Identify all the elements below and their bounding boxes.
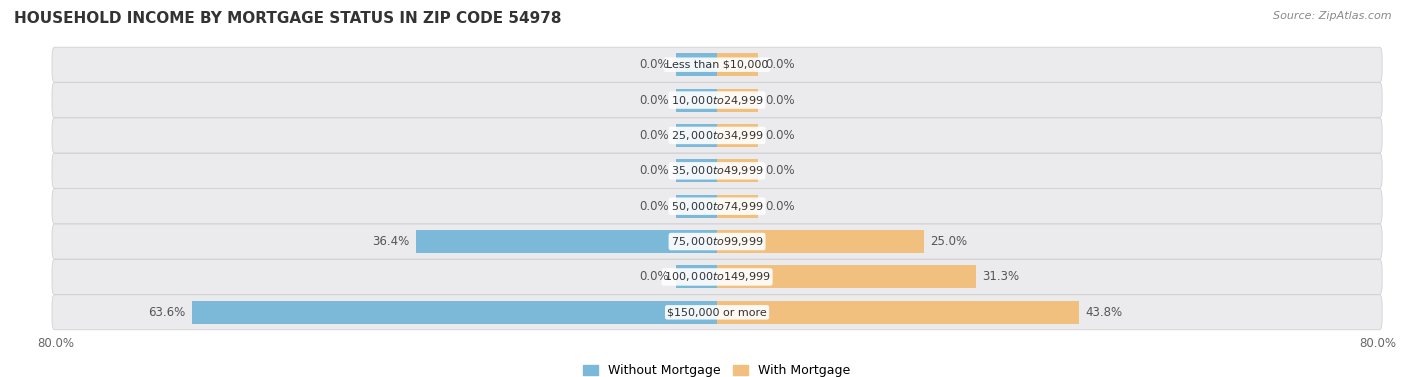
Bar xyxy=(191,301,717,324)
Bar xyxy=(676,159,717,182)
Text: 0.0%: 0.0% xyxy=(640,164,669,177)
Text: 0.0%: 0.0% xyxy=(640,93,669,107)
Text: 0.0%: 0.0% xyxy=(765,164,794,177)
Text: $25,000 to $34,999: $25,000 to $34,999 xyxy=(671,129,763,142)
Text: 0.0%: 0.0% xyxy=(640,200,669,213)
Text: 0.0%: 0.0% xyxy=(640,270,669,284)
FancyBboxPatch shape xyxy=(52,153,1382,188)
Text: 0.0%: 0.0% xyxy=(765,200,794,213)
Text: 31.3%: 31.3% xyxy=(983,270,1019,284)
FancyBboxPatch shape xyxy=(52,295,1382,330)
Bar xyxy=(676,195,717,218)
Text: 0.0%: 0.0% xyxy=(765,93,794,107)
Text: Less than $10,000: Less than $10,000 xyxy=(666,60,768,70)
Bar xyxy=(717,301,1078,324)
Text: $75,000 to $99,999: $75,000 to $99,999 xyxy=(671,235,763,248)
Bar xyxy=(717,89,758,112)
FancyBboxPatch shape xyxy=(52,224,1382,259)
Text: $150,000 or more: $150,000 or more xyxy=(668,307,766,317)
Bar xyxy=(416,230,717,253)
Text: $50,000 to $74,999: $50,000 to $74,999 xyxy=(671,200,763,213)
Text: 0.0%: 0.0% xyxy=(765,58,794,71)
Text: 36.4%: 36.4% xyxy=(373,235,409,248)
Bar xyxy=(717,124,758,147)
Text: 43.8%: 43.8% xyxy=(1085,306,1122,319)
FancyBboxPatch shape xyxy=(52,118,1382,153)
Bar xyxy=(717,265,976,288)
Text: Source: ZipAtlas.com: Source: ZipAtlas.com xyxy=(1274,11,1392,21)
Bar xyxy=(717,195,758,218)
Text: $10,000 to $24,999: $10,000 to $24,999 xyxy=(671,93,763,107)
Legend: Without Mortgage, With Mortgage: Without Mortgage, With Mortgage xyxy=(583,364,851,377)
Text: 0.0%: 0.0% xyxy=(640,129,669,142)
FancyBboxPatch shape xyxy=(52,259,1382,294)
FancyBboxPatch shape xyxy=(52,188,1382,224)
Bar xyxy=(676,53,717,76)
FancyBboxPatch shape xyxy=(52,47,1382,82)
Text: 0.0%: 0.0% xyxy=(765,129,794,142)
Bar xyxy=(676,265,717,288)
Bar xyxy=(717,53,758,76)
Bar xyxy=(717,159,758,182)
Bar xyxy=(676,89,717,112)
Text: $35,000 to $49,999: $35,000 to $49,999 xyxy=(671,164,763,177)
Text: $100,000 to $149,999: $100,000 to $149,999 xyxy=(664,270,770,284)
Bar xyxy=(676,124,717,147)
Text: 63.6%: 63.6% xyxy=(148,306,186,319)
Text: 0.0%: 0.0% xyxy=(640,58,669,71)
Text: 25.0%: 25.0% xyxy=(931,235,967,248)
FancyBboxPatch shape xyxy=(52,83,1382,118)
Text: HOUSEHOLD INCOME BY MORTGAGE STATUS IN ZIP CODE 54978: HOUSEHOLD INCOME BY MORTGAGE STATUS IN Z… xyxy=(14,11,561,26)
Bar xyxy=(717,230,924,253)
